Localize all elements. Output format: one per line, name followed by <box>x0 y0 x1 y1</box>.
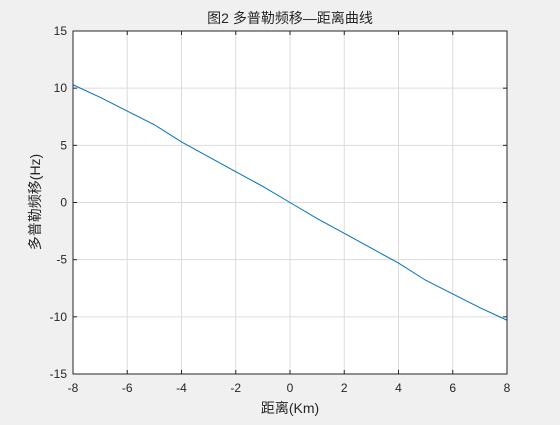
series-layer <box>72 84 508 321</box>
y-tick-label: 15 <box>54 24 68 38</box>
x-tick-label: -2 <box>230 381 241 395</box>
y-tick-label: 5 <box>60 138 67 152</box>
x-tick-label: 4 <box>395 381 402 395</box>
x-tick-label: 0 <box>287 381 294 395</box>
y-tick-label: -5 <box>56 253 67 267</box>
y-tick-label: 0 <box>60 196 67 210</box>
x-tick-label: 6 <box>449 381 456 395</box>
x-tick-labels: -8 -6 -4 -2 0 2 4 6 8 <box>68 381 511 395</box>
x-tick-label: 8 <box>504 381 511 395</box>
ticks <box>72 30 508 375</box>
y-axis-label: 多普勒频移(Hz) <box>27 154 43 250</box>
y-tick-label: 10 <box>54 81 68 95</box>
y-tick-label: -15 <box>50 367 68 381</box>
x-tick-label: -6 <box>122 381 133 395</box>
x-axis-label: 距离(Km) <box>261 400 319 416</box>
x-tick-label: -8 <box>68 381 79 395</box>
series-line-0 <box>72 84 508 321</box>
y-tick-labels: 15 10 5 0 -5 -10 -15 <box>50 24 68 381</box>
y-tick-label: -10 <box>50 310 68 324</box>
x-tick-label: 2 <box>341 381 348 395</box>
chart-title: 图2 多普勒频移—距离曲线 <box>207 10 373 26</box>
x-tick-label: -4 <box>176 381 187 395</box>
